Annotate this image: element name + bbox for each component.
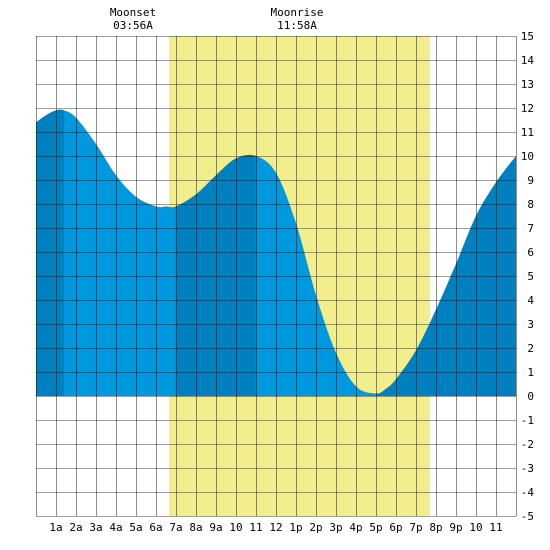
x-tick-label: 2a	[69, 521, 82, 534]
y-tick-label: 13	[521, 78, 534, 91]
x-tick-label: 7a	[169, 521, 182, 534]
x-tick-label: 9p	[449, 521, 462, 534]
moonset-time: 03:56A	[113, 19, 153, 32]
y-tick-label: 11	[521, 126, 534, 139]
moonrise-time: 11:58A	[277, 19, 317, 32]
x-tick-label: 10	[229, 521, 242, 534]
x-tick-label: 5p	[369, 521, 382, 534]
x-tick-label: 12	[269, 521, 282, 534]
x-tick-label: 11	[489, 521, 502, 534]
x-tick-label: 3p	[329, 521, 342, 534]
x-tick-label: 9a	[209, 521, 222, 534]
x-tick-label: 1a	[49, 521, 62, 534]
y-tick-label: 4	[527, 294, 534, 307]
y-tick-label: 10	[521, 150, 534, 163]
x-tick-label: 3a	[89, 521, 102, 534]
y-tick-label: 1	[527, 366, 534, 379]
y-tick-label: 9	[527, 174, 534, 187]
x-tick-label: 4p	[349, 521, 362, 534]
x-tick-label: 6p	[389, 521, 402, 534]
x-tick-label: 7p	[409, 521, 422, 534]
y-tick-label: -3	[521, 462, 534, 475]
tide-dark-band	[36, 109, 64, 396]
y-tick-label: 7	[527, 222, 534, 235]
moonset-label: Moonset	[110, 6, 156, 19]
y-tick-label: -5	[521, 510, 534, 523]
y-tick-label: 8	[527, 198, 534, 211]
y-tick-label: -2	[521, 438, 534, 451]
x-tick-label: 10	[469, 521, 482, 534]
x-tick-label: 4a	[109, 521, 122, 534]
y-tick-label: 5	[527, 270, 534, 283]
x-tick-label: 2p	[309, 521, 322, 534]
y-tick-label: 15	[521, 30, 534, 43]
y-tick-label: 2	[527, 342, 534, 355]
moonrise-label: Moonrise	[271, 6, 324, 19]
y-tick-label: -1	[521, 414, 534, 427]
x-tick-label: 6a	[149, 521, 162, 534]
x-tick-label: 8p	[429, 521, 442, 534]
y-tick-label: 3	[527, 318, 534, 331]
x-tick-label: 5a	[129, 521, 142, 534]
y-tick-label: 14	[521, 54, 535, 67]
x-tick-label: 11	[249, 521, 262, 534]
y-tick-label: 0	[527, 390, 534, 403]
y-tick-label: 6	[527, 246, 534, 259]
y-tick-label: -4	[521, 486, 535, 499]
x-tick-label: 1p	[289, 521, 302, 534]
x-tick-label: 8a	[189, 521, 202, 534]
y-tick-label: 12	[521, 102, 534, 115]
